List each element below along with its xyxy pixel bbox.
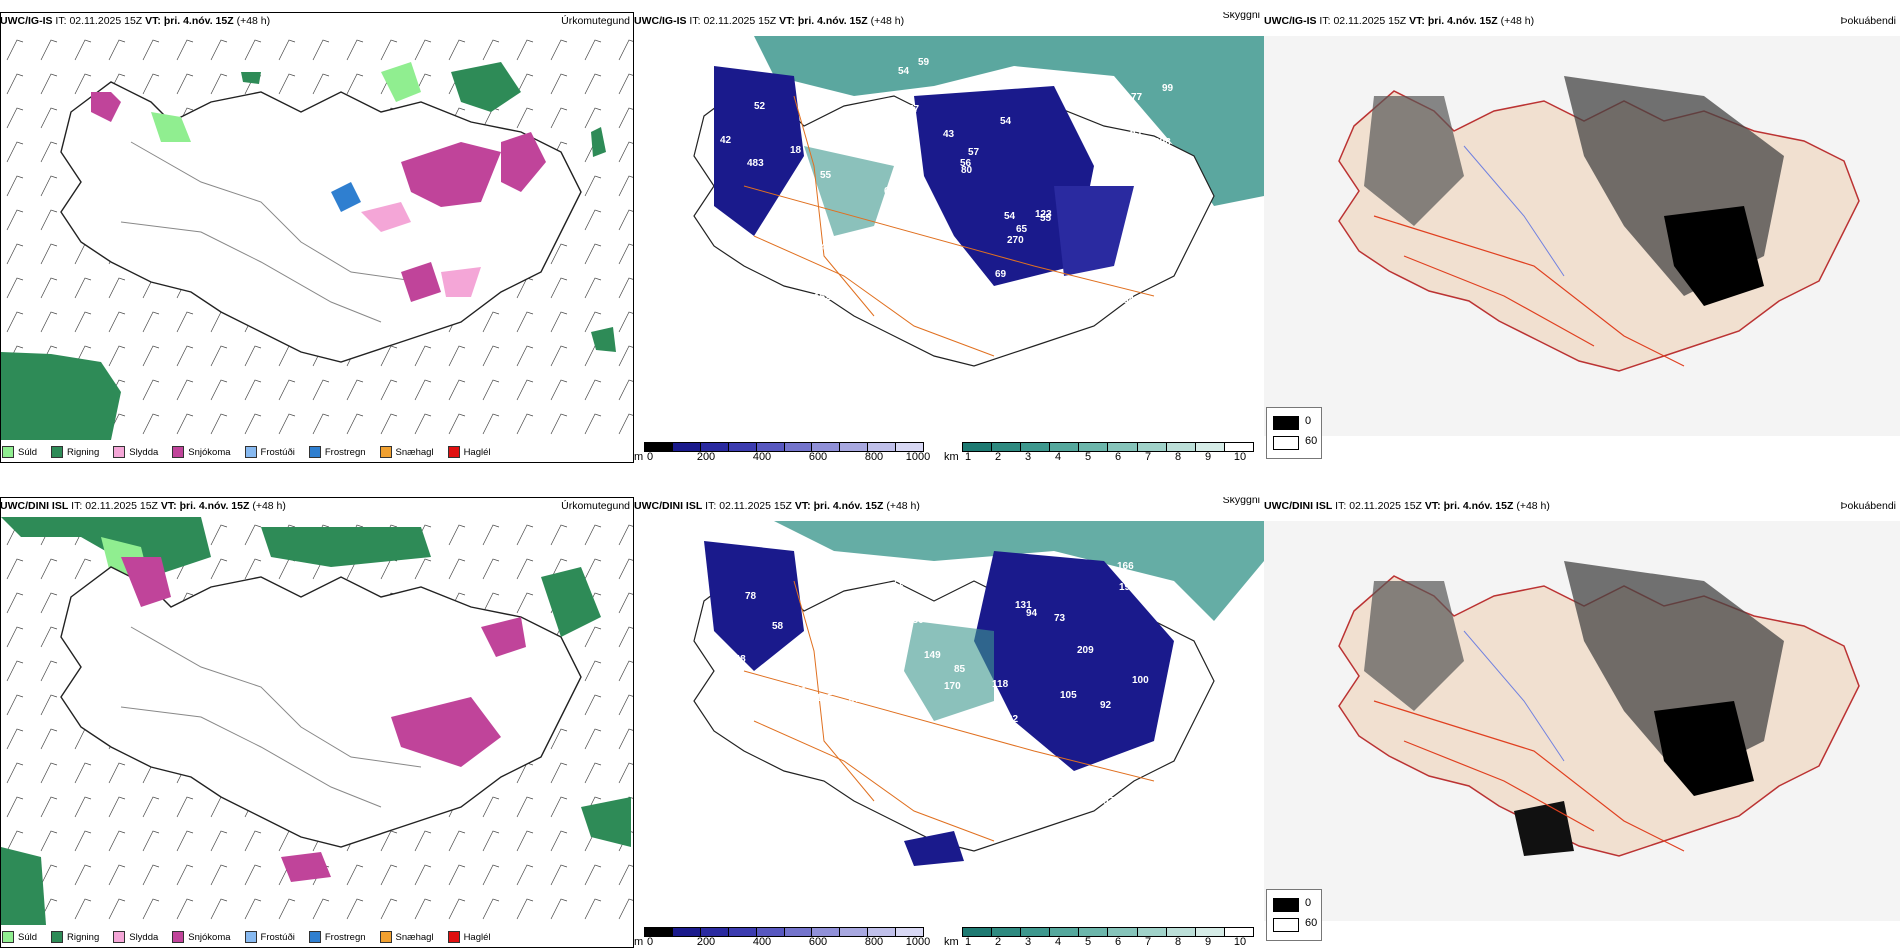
legend-swatch	[51, 446, 64, 458]
vt-label: VT:	[145, 15, 161, 27]
legend-swatch	[172, 446, 185, 458]
lead-time: (+48 h)	[236, 15, 271, 27]
panel-header: UWC/IG-IS IT: 02.11.2025 15Z VT: þri. 4.…	[0, 12, 634, 30]
legend-item: Slydda	[113, 446, 158, 458]
cloud-map	[693, 521, 1264, 866]
legend-swatch	[113, 446, 126, 458]
it-value: 02.11.2025 15Z	[69, 15, 143, 27]
panel-title: Skyggni	[1222, 12, 1260, 21]
cloud-base-colorbar: m 0 200 400 600 800 1000	[634, 440, 934, 463]
panel-header: UWC/DINI ISL IT: 02.11.2025 15Z VT: þri.…	[634, 497, 1260, 512]
panel-header: UWC/IG-IS IT: 02.11.2025 15Z VT: þri. 4.…	[634, 12, 1264, 30]
colorbar-unit: km	[944, 451, 959, 463]
panel-header: UWC/DINI ISL IT: 02.11.2025 15Z VT: þri.…	[1264, 500, 1896, 512]
legend-item: Frostúði	[244, 446, 295, 458]
legend-item: Haglél	[447, 446, 491, 458]
legend-item: Rigning	[51, 446, 99, 458]
precip-legend: Súld Rigning Slydda Snjókoma Frostúði Fr…	[2, 442, 632, 462]
panel-title: Þokuábendi	[1840, 15, 1896, 27]
fog-legend-white	[1273, 436, 1299, 450]
model-name: UWC/IG-IS	[634, 15, 687, 27]
panel-title: Úrkomutegund	[561, 15, 630, 27]
legend-swatch	[2, 446, 14, 458]
fog-panel-row1: UWC/IG-IS IT: 02.11.2025 15Z VT: þri. 4.…	[1264, 12, 1900, 463]
it-label: IT:	[55, 15, 67, 27]
fog-map	[1264, 36, 1900, 436]
legend-swatch	[447, 446, 460, 458]
cloud-panel-row2: UWC/DINI ISL IT: 02.11.2025 15Z VT: þri.…	[634, 497, 1264, 948]
legend-item: Snæhagl	[379, 446, 434, 458]
fog-panel-row2: UWC/DINI ISL IT: 02.11.2025 15Z VT: þri.…	[1264, 497, 1900, 948]
precip-map	[1, 517, 633, 925]
panel-header: UWC/DINI ISL IT: 02.11.2025 15Z VT: þri.…	[0, 500, 630, 512]
cloud-panel-row1: UWC/IG-IS IT: 02.11.2025 15Z VT: þri. 4.…	[634, 12, 1264, 463]
vt-value: þri. 4.nóv. 15Z	[163, 15, 234, 27]
precip-legend: Súld Rigning Slydda Snjókoma Frostúði Fr…	[2, 927, 632, 947]
fog-map	[1264, 521, 1900, 921]
green-area-sw	[1, 352, 121, 440]
colorbar-unit: m	[634, 451, 644, 463]
legend-item: Frostregn	[308, 446, 366, 458]
precip-panel-row2: UWC/DINI ISL IT: 02.11.2025 15Z VT: þri.…	[0, 497, 634, 948]
legend-item: Súld	[2, 446, 37, 458]
precip-map	[1, 32, 633, 440]
cloud-base-colorbar: m 0 200 400 600 800 1000	[634, 925, 934, 948]
visibility-colorbar: km 1 2 3 4 5 6 7 8 9 10	[944, 925, 1259, 948]
cloud-map	[693, 36, 1264, 367]
legend-item: Snjókoma	[172, 446, 231, 458]
panel-header: UWC/IG-IS IT: 02.11.2025 15Z VT: þri. 4.…	[1264, 12, 1900, 30]
precip-panel-row1: UWC/IG-IS IT: 02.11.2025 15Z VT: þri. 4.…	[0, 12, 634, 463]
fog-legend: 0 60	[1266, 407, 1322, 459]
legend-swatch	[308, 446, 321, 458]
model-name: UWC/IG-IS	[0, 15, 53, 27]
legend-swatch	[379, 446, 392, 458]
fog-legend-black	[1273, 416, 1299, 430]
fog-legend: 0 60	[1266, 889, 1322, 941]
legend-swatch	[244, 446, 257, 458]
visibility-colorbar: km 1 2 3 4 5 6 7 8 9 10	[944, 440, 1259, 463]
